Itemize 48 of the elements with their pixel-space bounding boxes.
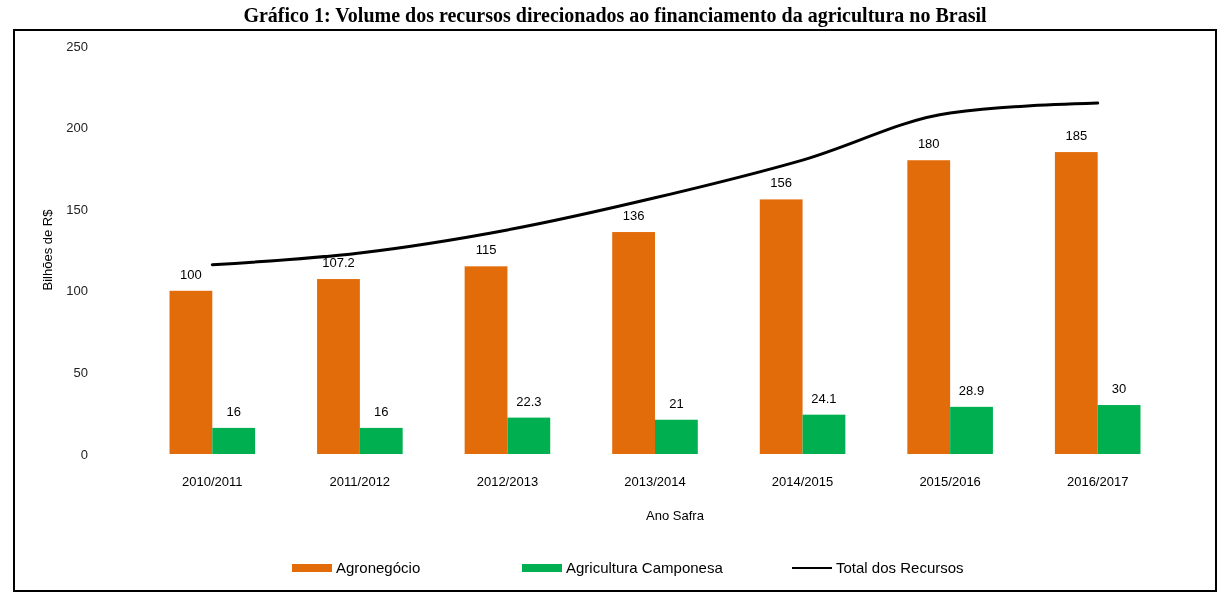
bar [802, 414, 846, 454]
data-label: 28.9 [958, 382, 985, 398]
chart-title: Gráfico 1: Volume dos recursos direcionados ao financiamento da agricultura no Brasil [243, 4, 988, 27]
line-series [210, 101, 1100, 267]
data-label: 156 [770, 175, 793, 191]
bar [507, 417, 551, 454]
data-label: 107.2 [322, 255, 355, 271]
data-label: 185 [1065, 128, 1088, 144]
y-tick-label: 100 [66, 283, 88, 299]
y-tick-label: 150 [66, 201, 88, 217]
x-tick-label: 2016/2017 [1066, 474, 1129, 489]
data-label: 30 [1111, 381, 1127, 397]
x-tick-label: 2014/2015 [771, 474, 834, 489]
x-tick-label: 2012/2013 [476, 474, 539, 489]
bar [317, 279, 360, 454]
bar [950, 406, 993, 454]
x-tick-label: 2013/2014 [624, 474, 686, 489]
y-tick-label: 250 [66, 38, 88, 54]
bar [464, 266, 508, 454]
x-axis-title: Ano Safra [646, 508, 705, 523]
bar [212, 427, 256, 454]
bar [612, 232, 655, 454]
data-label: 21 [669, 395, 684, 411]
y-axis-title: Bilhões de R$ [40, 208, 55, 291]
x-tick-label: 2010/2011 [182, 474, 243, 489]
bar [359, 427, 403, 454]
y-tick-label: 200 [66, 120, 88, 136]
legend-label: Agricultura Camponesa [566, 559, 724, 577]
bar [1054, 152, 1098, 454]
x-tick-label: 2015/2016 [919, 474, 981, 489]
bar [1097, 405, 1141, 454]
data-label: 115 [475, 242, 497, 258]
data-label: 136 [622, 208, 645, 224]
data-label: 22.3 [516, 393, 542, 409]
legend-label: Total dos Recursos [836, 559, 964, 577]
bar [655, 419, 698, 454]
x-tick-label: 2011/2012 [329, 474, 391, 489]
data-label: 100 [180, 266, 202, 282]
legend-label: Agronegócio [336, 559, 421, 577]
y-tick-label: 0 [80, 446, 88, 462]
data-label: 16 [226, 403, 241, 419]
bar [169, 290, 213, 454]
data-label: 24.1 [811, 390, 837, 406]
data-label: 16 [374, 403, 389, 419]
data-label: 180 [917, 136, 940, 152]
y-tick-label: 50 [73, 364, 88, 380]
bar [907, 160, 951, 454]
bar [759, 199, 803, 454]
